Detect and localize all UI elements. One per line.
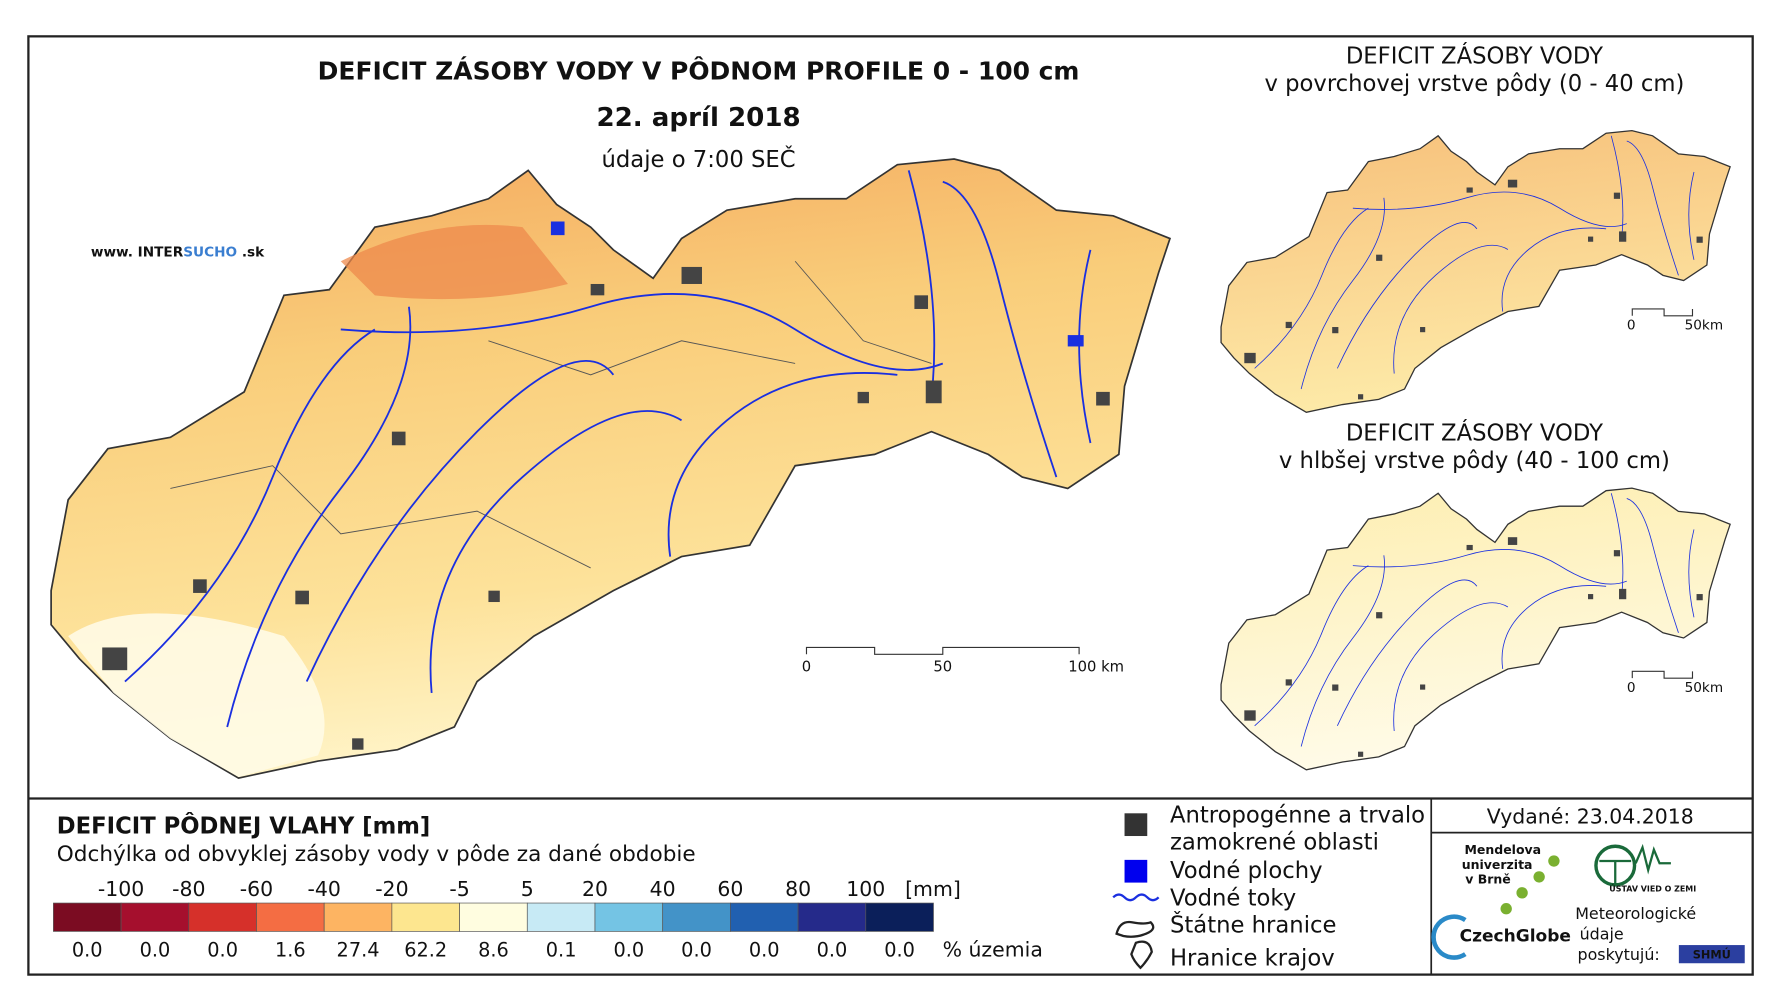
legend-swatch xyxy=(662,902,731,932)
legend-swatch xyxy=(594,902,664,932)
logo-text: v Brně xyxy=(1465,872,1511,887)
logo-text: Mendelova xyxy=(1464,842,1541,857)
legend-share: 1.6 xyxy=(275,938,306,961)
legend-threshold: 20 xyxy=(582,877,608,901)
legend-threshold: -80 xyxy=(172,877,205,901)
map-time: údaje o 7:00 SEČ xyxy=(602,145,796,173)
inset-title: DEFICIT ZÁSOBY VODY xyxy=(1346,419,1603,447)
legend-share: 0.0 xyxy=(749,938,780,961)
legend-threshold: -20 xyxy=(375,877,408,901)
legend-threshold: -5 xyxy=(449,877,469,901)
legend-share: 0.0 xyxy=(72,938,103,961)
main-map xyxy=(50,158,1171,779)
map-title: DEFICIT ZÁSOBY VODY V PÔDNOM PROFILE 0 -… xyxy=(318,56,1080,86)
scale-label: 50km xyxy=(1685,680,1724,696)
legend-swatch xyxy=(459,902,528,932)
legend-share: 0.0 xyxy=(613,938,644,961)
legend-share: 27.4 xyxy=(337,938,380,961)
legend-swatch xyxy=(391,902,460,932)
logo-text: Meteorologické xyxy=(1575,904,1696,923)
legend-threshold: 100 xyxy=(846,877,885,901)
legend-swatch xyxy=(120,902,190,932)
scale-label: 100 km xyxy=(1068,658,1124,675)
legend-swatch xyxy=(797,902,867,932)
scale-label: 0 xyxy=(1627,680,1636,696)
legend-share: 0.0 xyxy=(817,938,848,961)
legend-threshold: -100 xyxy=(98,877,144,901)
symbol-legend xyxy=(1112,813,1160,970)
legend-share: 62.2 xyxy=(404,938,447,961)
inset-title: DEFICIT ZÁSOBY VODY xyxy=(1346,42,1603,70)
legend-threshold: -40 xyxy=(307,877,340,901)
legend-swatch xyxy=(53,902,122,932)
legend-share: 0.0 xyxy=(884,938,915,961)
issued-date: Vydané: 23.04.2018 xyxy=(1487,805,1694,829)
symbol-label: Vodné plochy xyxy=(1170,858,1323,884)
inset-subtitle: v hlbšej vrstve pôdy (40 - 100 cm) xyxy=(1279,448,1670,474)
legend-swatch xyxy=(256,902,325,932)
scale-label: 50km xyxy=(1685,317,1724,333)
legend-title: DEFICIT PÔDNEJ VLAHY [mm] xyxy=(57,812,430,840)
logo-text: SHMÚ xyxy=(1693,948,1731,962)
scale-label: 50 xyxy=(933,658,952,675)
scale-label: 0 xyxy=(1627,317,1636,333)
website-part: www. INTER xyxy=(91,245,184,261)
legend: 0.0 0.0 0.0 1.6 27.4 62.2 8.6 0.1 0.0 0.0 0.0 0.0 0.… xyxy=(53,877,1043,961)
logos: Mendelova univerzita v Brně CzechGlobe Ú… xyxy=(1431,842,1745,964)
legend-share: 8.6 xyxy=(478,938,509,961)
scale-label: 0 xyxy=(802,658,811,675)
scale-bar xyxy=(805,646,1080,655)
legend-threshold: 60 xyxy=(717,877,743,901)
legend-threshold: 80 xyxy=(785,877,811,901)
logo-text: ÚSTAV VIED O ZEMI xyxy=(1609,883,1696,894)
legend-swatch xyxy=(323,902,393,932)
symbol-label: Antropogénne a trvalo xyxy=(1170,802,1425,828)
legend-swatch xyxy=(730,902,799,932)
scale-bar xyxy=(1631,308,1694,317)
map-date: 22. apríl 2018 xyxy=(596,103,800,133)
logo-text: CzechGlobe xyxy=(1460,927,1571,947)
symbol-label: Vodné toky xyxy=(1170,885,1296,911)
legend-swatch xyxy=(865,902,934,932)
legend-threshold: -60 xyxy=(240,877,273,901)
logo-text: údaje xyxy=(1580,924,1624,943)
legend-swatch xyxy=(526,902,596,932)
symbol-label: Hranice krajov xyxy=(1170,946,1335,972)
website-part: SUCHO xyxy=(183,245,237,261)
logo-text: univerzita xyxy=(1462,857,1533,872)
symbol-label: zamokrené oblasti xyxy=(1170,830,1379,856)
inset-subtitle: v povrchovej vrstve pôdy (0 - 40 cm) xyxy=(1264,71,1684,97)
legend-share: 0.1 xyxy=(546,938,577,961)
scale-bar xyxy=(1631,670,1694,679)
legend-share: 0.0 xyxy=(207,938,238,961)
legend-share: 0.0 xyxy=(140,938,171,961)
symbol-label: Štátne hranice xyxy=(1170,911,1336,939)
website: www. INTERSUCHO .sk xyxy=(91,245,265,261)
legend-subtitle: Odchýlka od obvyklej zásoby vody v pôde … xyxy=(57,842,696,867)
legend-share: 0.0 xyxy=(681,938,712,961)
logo-text: poskytujú: xyxy=(1578,945,1660,964)
website-part: .sk xyxy=(237,245,265,261)
legend-unit: [mm] xyxy=(905,877,961,901)
legend-threshold: 5 xyxy=(521,877,534,901)
legend-threshold: 40 xyxy=(650,877,676,901)
legend-share-unit: % územia xyxy=(943,937,1043,961)
legend-swatch xyxy=(188,902,257,932)
